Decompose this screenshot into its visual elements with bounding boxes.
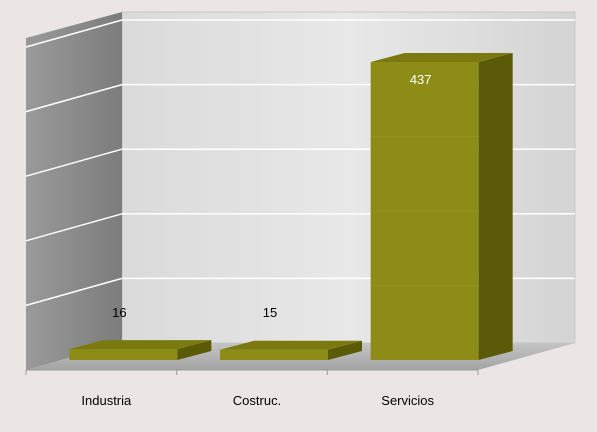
bar-side (177, 340, 212, 360)
bars (69, 52, 513, 360)
bar-front-costruc (220, 349, 328, 360)
category-label-industria: Industria (81, 393, 132, 408)
category-label-costruc: Costruc. (233, 393, 281, 408)
data-label-costruc: 15 (263, 305, 277, 320)
gridline (25, 148, 123, 177)
bar-front-industria (69, 349, 178, 360)
side-wall (26, 12, 122, 370)
bar-top (220, 340, 362, 350)
category-label-servicios: Servicios (381, 393, 434, 408)
gridline (25, 83, 123, 113)
bar-side (478, 52, 513, 360)
gridline (25, 213, 123, 242)
data-labels: 16 15 437 (112, 72, 431, 320)
bar-top (370, 52, 513, 62)
bar-top (69, 340, 212, 350)
gridline (25, 19, 123, 48)
bar-front-servicios (370, 61, 479, 360)
gridline (25, 277, 123, 307)
data-label-industria: 16 (112, 305, 126, 320)
data-label-servicios: 437 (410, 72, 432, 87)
category-labels: Industria Costruc. Servicios (81, 393, 434, 408)
bar-side (328, 340, 362, 360)
category-axis (25, 369, 479, 375)
